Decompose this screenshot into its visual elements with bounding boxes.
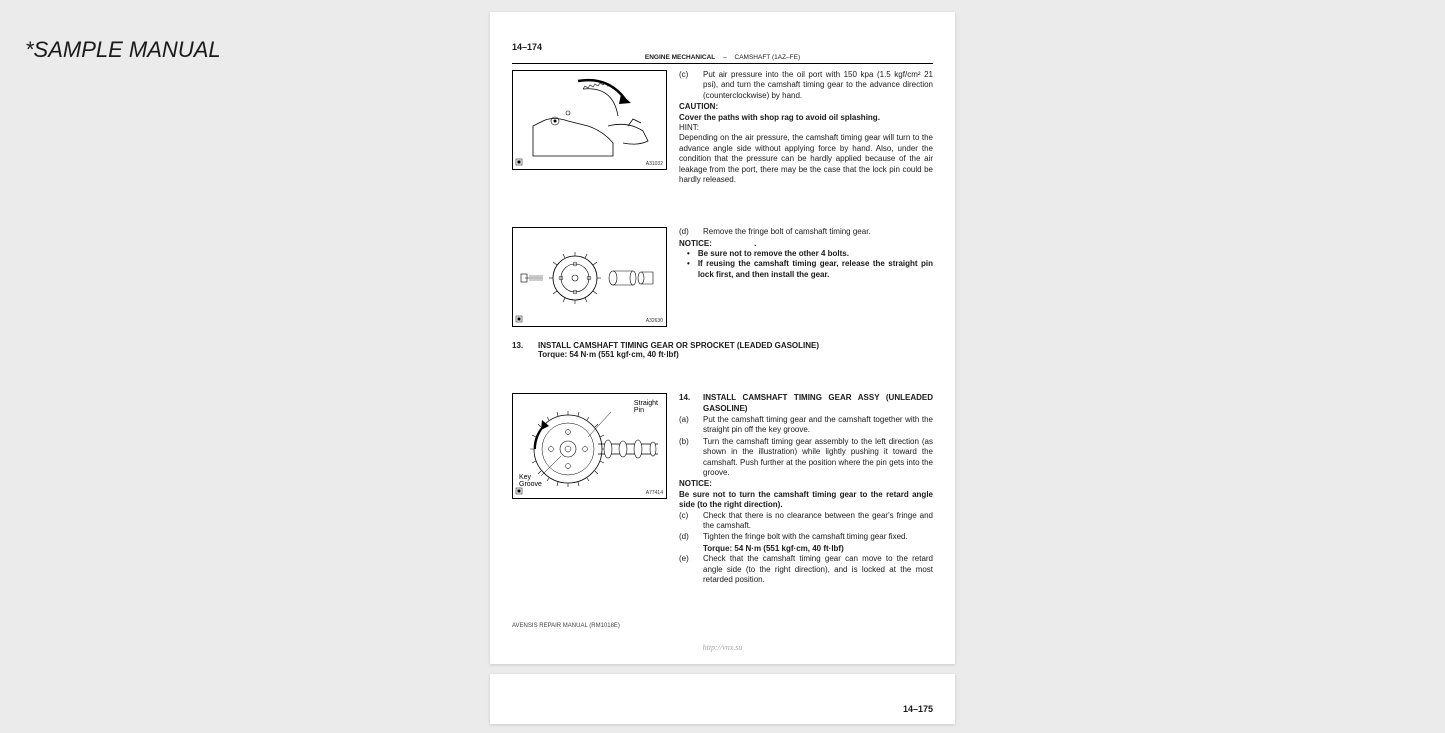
step-title: INSTALL CAMSHAFT TIMING GEAR OR SPROCKET… <box>538 341 819 350</box>
page-number: 14–174 <box>512 42 933 52</box>
bullet-item: • If reusing the camshaft timing gear, r… <box>687 259 933 280</box>
figure-1: A31032 <box>512 70 667 170</box>
label-key-groove: Key Groove <box>519 474 542 488</box>
step-c: (c) Check that there is no clearance bet… <box>679 511 933 532</box>
step-marker: (d) <box>679 227 695 237</box>
bullet-item: • Be sure not to remove the other 4 bolt… <box>687 249 933 259</box>
bullet-dot: • <box>687 259 690 280</box>
notice-label: NOTICE: <box>679 479 933 489</box>
sample-watermark: *SAMPLE MANUAL <box>25 37 221 63</box>
manual-page-1: 14–174 ENGINE MECHANICAL – CAMSHAFT (1AZ… <box>490 12 955 664</box>
label-straight-pin: Straight Pin <box>634 400 658 414</box>
bullet-text: Be sure not to remove the other 4 bolts. <box>698 249 849 259</box>
text-column-1: (c) Put air pressure into the oil port w… <box>679 70 933 185</box>
step-text: Turn the camshaft timing gear assembly t… <box>703 437 933 479</box>
footer-url: http://vnx.su <box>703 643 743 652</box>
step-marker: (e) <box>679 554 695 585</box>
header-section: ENGINE MECHANICAL <box>645 54 715 61</box>
step-title: INSTALL CAMSHAFT TIMING GEAR ASSY (UNLEA… <box>703 393 933 414</box>
figure-id: A32630 <box>646 318 663 324</box>
bullet-dot: • <box>687 249 690 259</box>
step-text: Put the camshaft timing gear and the cam… <box>703 415 933 436</box>
step-text: Put air pressure into the oil port with … <box>703 70 933 101</box>
text-column-2: (d) Remove the fringe bolt of camshaft t… <box>679 227 933 327</box>
hint-label: HINT: <box>679 123 933 133</box>
step-marker: (a) <box>679 415 695 436</box>
notice-text-label: NOTICE: <box>679 239 712 248</box>
step-text: Check that there is no clearance between… <box>703 511 933 532</box>
caution-text: Cover the paths with shop rag to avoid o… <box>679 113 933 123</box>
page-header: ENGINE MECHANICAL – CAMSHAFT (1AZ–FE) <box>512 54 933 64</box>
torque-text: Torque: 54 N·m (551 kgf·cm, 40 ft·lbf) <box>679 544 933 554</box>
step-torque: Torque: 54 N·m (551 kgf·cm, 40 ft·lbf) <box>538 350 819 359</box>
step-text: Check that the camshaft timing gear can … <box>703 554 933 585</box>
header-subsection: CAMSHAFT (1AZ–FE) <box>735 54 801 61</box>
step-d: (d) Tighten the fringe bolt with the cam… <box>679 532 933 542</box>
figure-2: A32630 <box>512 227 667 327</box>
step-a: (a) Put the camshaft timing gear and the… <box>679 415 933 436</box>
footer-manual-ref: AVENSIS REPAIR MANUAL (RM1018E) <box>512 623 620 629</box>
hint-text: Depending on the air pressure, the camsh… <box>679 133 933 185</box>
bullet-text: If reusing the camshaft timing gear, rel… <box>698 259 933 280</box>
figure-id: A77414 <box>646 490 663 496</box>
section-block-3: Straight Pin Key Groove A77414 14. INSTA… <box>512 393 933 586</box>
notice-text: Be sure not to turn the camshaft timing … <box>679 490 933 511</box>
step-number: 14. <box>679 393 695 414</box>
step-text: Tighten the fringe bolt with the camshaf… <box>703 532 933 542</box>
step-e: (e) Check that the camshaft timing gear … <box>679 554 933 585</box>
step-13: 13. INSTALL CAMSHAFT TIMING GEAR OR SPRO… <box>512 341 933 359</box>
section-block-1: A31032 (c) Put air pressure into the oil… <box>512 70 933 185</box>
page-number: 14–175 <box>512 704 933 714</box>
step-d: (d) Remove the fringe bolt of camshaft t… <box>679 227 933 237</box>
step-marker: (b) <box>679 437 695 479</box>
bullet-list: • Be sure not to remove the other 4 bolt… <box>679 249 933 280</box>
step-c: (c) Put air pressure into the oil port w… <box>679 70 933 101</box>
notice-label: NOTICE: . <box>679 239 933 249</box>
step-number: 13. <box>512 341 530 359</box>
step-14: 14. INSTALL CAMSHAFT TIMING GEAR ASSY (U… <box>679 393 933 414</box>
step-marker: (d) <box>679 532 695 542</box>
step-b: (b) Turn the camshaft timing gear assemb… <box>679 437 933 479</box>
text-column-3: 14. INSTALL CAMSHAFT TIMING GEAR ASSY (U… <box>679 393 933 586</box>
section-block-2: A32630 (d) Remove the fringe bolt of cam… <box>512 227 933 327</box>
step-text: Remove the fringe bolt of camshaft timin… <box>703 227 933 237</box>
header-sep: – <box>723 54 727 61</box>
manual-page-2: 14–175 ENGINE MECHANICAL – CAMSHAFT (1AZ… <box>490 674 955 724</box>
figure-3: Straight Pin Key Groove A77414 <box>512 393 667 499</box>
figure-id: A31032 <box>646 161 663 167</box>
caution-label: CAUTION: <box>679 102 933 112</box>
step-marker: (c) <box>679 70 695 101</box>
step-marker: (c) <box>679 511 695 532</box>
